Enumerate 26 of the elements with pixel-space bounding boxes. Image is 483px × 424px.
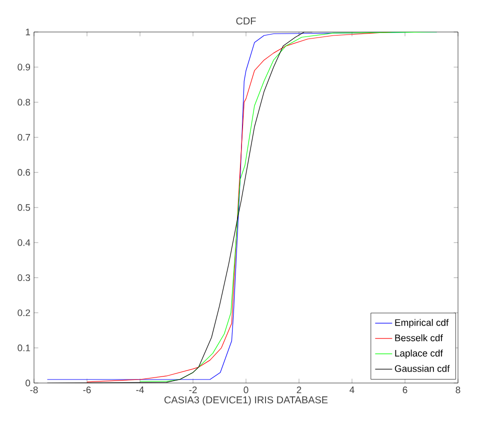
legend-label: Laplace cdf — [395, 350, 443, 358]
x-tick-label: 4 — [350, 386, 354, 394]
y-tick-label: 0 — [26, 380, 30, 386]
y-tick-label: 1 — [26, 28, 30, 36]
x-tick-label: 6 — [402, 386, 408, 394]
x-tick-label: -4 — [136, 386, 144, 394]
y-tick-label: 0.2 — [18, 309, 30, 316]
y-tick-label: 0.7 — [18, 134, 30, 141]
y-tick-label: 0.1 — [18, 344, 30, 352]
y-tick-label: 0.6 — [18, 169, 30, 176]
x-tick-label: 2 — [296, 386, 302, 394]
y-tick-label: 0.9 — [18, 64, 30, 70]
y-tick-label: 0.3 — [18, 274, 30, 282]
legend-label: Besselk cdf — [395, 334, 443, 342]
y-tick-label: 0.5 — [18, 204, 30, 211]
x-tick-label: -6 — [83, 386, 91, 394]
y-tick-label: 0.4 — [18, 239, 30, 246]
x-tick-label: 0 — [244, 386, 248, 394]
chart-title: CDF — [236, 17, 256, 24]
x-tick-label: -2 — [189, 386, 197, 394]
legend-label: Empirical cdf — [395, 318, 449, 328]
y-tick-label: 0.8 — [18, 98, 30, 106]
x-tick-label: 8 — [456, 386, 460, 394]
x-axis-title: CASIA3 (DEVICE1) IRIS DATABASE — [164, 396, 328, 406]
x-tick-label: -8 — [30, 386, 38, 394]
legend-label: Gaussian cdf — [394, 364, 450, 372]
